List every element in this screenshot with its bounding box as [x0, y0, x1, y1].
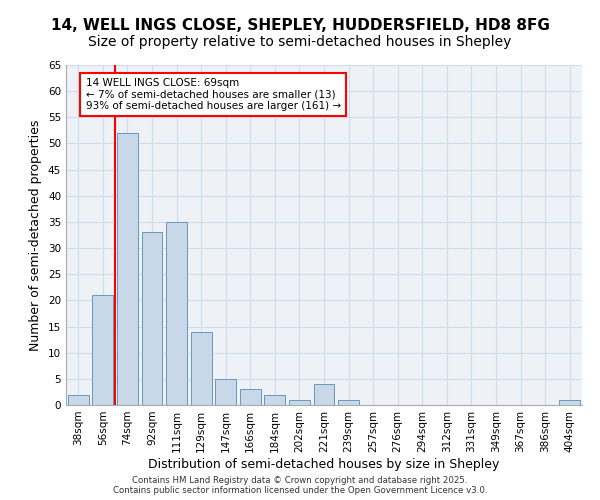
- Bar: [314, 384, 334, 405]
- Text: Size of property relative to semi-detached houses in Shepley: Size of property relative to semi-detach…: [88, 35, 512, 49]
- Bar: [559, 400, 580, 405]
- X-axis label: Distribution of semi-detached houses by size in Shepley: Distribution of semi-detached houses by …: [148, 458, 500, 470]
- Text: 14, WELL INGS CLOSE, SHEPLEY, HUDDERSFIELD, HD8 8FG: 14, WELL INGS CLOSE, SHEPLEY, HUDDERSFIE…: [50, 18, 550, 32]
- Bar: [191, 332, 212, 405]
- Bar: [240, 390, 261, 405]
- Y-axis label: Number of semi-detached properties: Number of semi-detached properties: [29, 120, 43, 350]
- Bar: [92, 295, 113, 405]
- Bar: [338, 400, 359, 405]
- Bar: [289, 400, 310, 405]
- Bar: [142, 232, 163, 405]
- Bar: [265, 394, 286, 405]
- Bar: [166, 222, 187, 405]
- Bar: [215, 379, 236, 405]
- Bar: [117, 133, 138, 405]
- Text: Contains HM Land Registry data © Crown copyright and database right 2025.
Contai: Contains HM Land Registry data © Crown c…: [113, 476, 487, 495]
- Text: 14 WELL INGS CLOSE: 69sqm
← 7% of semi-detached houses are smaller (13)
93% of s: 14 WELL INGS CLOSE: 69sqm ← 7% of semi-d…: [86, 78, 341, 112]
- Bar: [68, 394, 89, 405]
